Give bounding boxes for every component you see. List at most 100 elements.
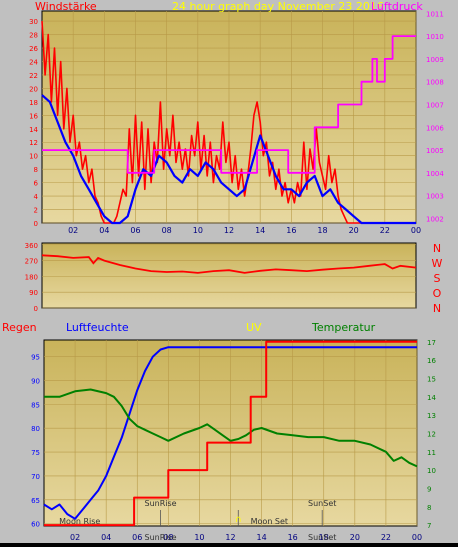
climate-x-tick-label: 00 <box>412 533 422 542</box>
temperature-line <box>44 388 418 468</box>
wind-tick-label: 28 <box>29 32 38 40</box>
temperature-tick-label: 14 <box>427 394 436 402</box>
climate-x-tick-label: 12 <box>225 533 235 542</box>
wind-x-tick-label: 10 <box>193 226 203 235</box>
compass-label: O <box>433 287 442 300</box>
pressure-tick-label: 1004 <box>426 170 444 178</box>
humidity-tick-label: 60 <box>31 521 40 529</box>
compass-label: W <box>432 257 443 270</box>
humidity-tick-label: 80 <box>31 425 40 433</box>
compass-label: N <box>433 242 441 255</box>
astro-label: SunRise <box>145 533 177 542</box>
humidity-tick-label: 65 <box>31 497 40 505</box>
climate-x-tick-label: 02 <box>70 533 80 542</box>
astro-label: Moon Rise <box>59 517 100 526</box>
pressure-tick-label: 1009 <box>426 56 444 64</box>
wind-tick-label: 22 <box>29 72 38 80</box>
wind-tick-label: 26 <box>29 45 38 53</box>
wind-axis-label: Windstärke <box>35 0 97 13</box>
temperature-tick-label: 12 <box>427 430 436 438</box>
astro-label: SunSet <box>308 499 336 508</box>
wind-x-tick-label: 22 <box>380 226 390 235</box>
wind-tick-label: 8 <box>34 166 38 174</box>
climate-x-tick-label: 16 <box>288 533 298 542</box>
temperature-tick-label: 11 <box>427 449 436 457</box>
humidity-tick-label: 85 <box>31 401 40 409</box>
wind-tick-label: 4 <box>34 193 39 201</box>
humidity-tick-label: 70 <box>31 473 40 481</box>
rain-line <box>44 340 417 527</box>
pressure-tick-label: 1011 <box>426 10 444 18</box>
pressure-axis-label: Luftdruck <box>371 0 423 13</box>
wind-tick-label: 2 <box>34 207 38 215</box>
climate-panel-axes: 60 65 70 75 80 85 90 95 7 8 9 10 11 12 13 14 15 16 17 02 04 0… <box>31 339 436 542</box>
climate-panel-series <box>43 340 418 527</box>
humidity-tick-label: 95 <box>31 354 40 362</box>
temperature-tick-label: 9 <box>427 485 431 493</box>
pressure-line <box>42 35 416 174</box>
direction-tick-label: 360 <box>25 242 38 250</box>
climate-panel-grid <box>44 340 418 526</box>
wind-panel-axes: 0246810121416182022242628301002100310041… <box>29 10 444 235</box>
wind-x-tick-label: 08 <box>162 226 172 235</box>
temperature-tick-label: 13 <box>427 412 436 420</box>
wind-average-line <box>41 94 416 225</box>
uv-axis-label: UV <box>246 321 262 334</box>
chart-title: 24 hour graph day November 23 2016 <box>172 0 384 13</box>
climate-x-tick-label: 10 <box>194 533 204 542</box>
wind-x-tick-label: 06 <box>130 226 140 235</box>
wind-tick-label: 14 <box>29 126 38 134</box>
climate-x-tick-label: 08 <box>163 533 173 542</box>
compass-label: N <box>433 302 441 315</box>
wind-x-tick-label: 14 <box>255 226 265 235</box>
pressure-tick-label: 1003 <box>426 193 444 201</box>
wind-x-tick-label: 16 <box>286 226 296 235</box>
pressure-tick-label: 1008 <box>426 79 444 87</box>
wind-direction-line <box>41 254 417 274</box>
wind-tick-label: 10 <box>29 153 38 161</box>
temperature-tick-label: 10 <box>427 467 436 475</box>
temperature-tick-label: 17 <box>427 339 436 347</box>
astro-label: SunSet <box>308 533 336 542</box>
uv-marker: ∩ <box>235 515 242 525</box>
temperature-tick-label: 16 <box>427 357 436 365</box>
climate-x-tick-label: 14 <box>256 533 266 542</box>
pressure-tick-label: 1010 <box>426 33 444 41</box>
wind-tick-label: 12 <box>29 139 38 147</box>
temperature-tick-label: 7 <box>427 522 431 530</box>
wind-panel-series <box>41 21 416 225</box>
astro-label: Moon Set <box>251 517 288 526</box>
wind-tick-label: 16 <box>29 112 38 120</box>
direction-panel-series <box>41 254 417 274</box>
direction-tick-label: 0 <box>34 305 38 313</box>
climate-x-tick-label: 06 <box>132 533 142 542</box>
climate-x-tick-label: 18 <box>319 533 329 542</box>
pressure-tick-label: 1002 <box>426 215 444 223</box>
direction-tick-label: 90 <box>29 289 38 297</box>
pressure-tick-label: 1005 <box>426 147 444 155</box>
temperature-tick-label: 8 <box>427 504 431 512</box>
pressure-tick-label: 1007 <box>426 101 444 109</box>
wind-tick-label: 20 <box>29 85 38 93</box>
direction-tick-label: 270 <box>25 258 38 266</box>
humidity-tick-label: 90 <box>31 378 40 386</box>
humidity-line <box>43 346 417 520</box>
temperature-tick-label: 15 <box>427 375 436 383</box>
wind-tick-label: 0 <box>34 220 38 228</box>
humidity-axis-label: Luftfeuchte <box>66 321 129 334</box>
wind-x-tick-label: 18 <box>317 226 327 235</box>
wind-tick-label: 6 <box>34 180 39 188</box>
humidity-tick-label: 75 <box>31 449 40 457</box>
climate-x-tick-label: 22 <box>381 533 391 542</box>
wind-x-tick-label: 00 <box>411 226 421 235</box>
compass-label: S <box>434 272 441 285</box>
wind-gust-line <box>41 21 416 224</box>
climate-x-tick-label: 20 <box>350 533 360 542</box>
pressure-tick-label: 1006 <box>426 124 444 132</box>
wind-x-tick-label: 20 <box>349 226 359 235</box>
wind-x-tick-label: 02 <box>68 226 78 235</box>
wind-x-tick-label: 04 <box>99 226 109 235</box>
astro-label: SunRise <box>145 499 177 508</box>
